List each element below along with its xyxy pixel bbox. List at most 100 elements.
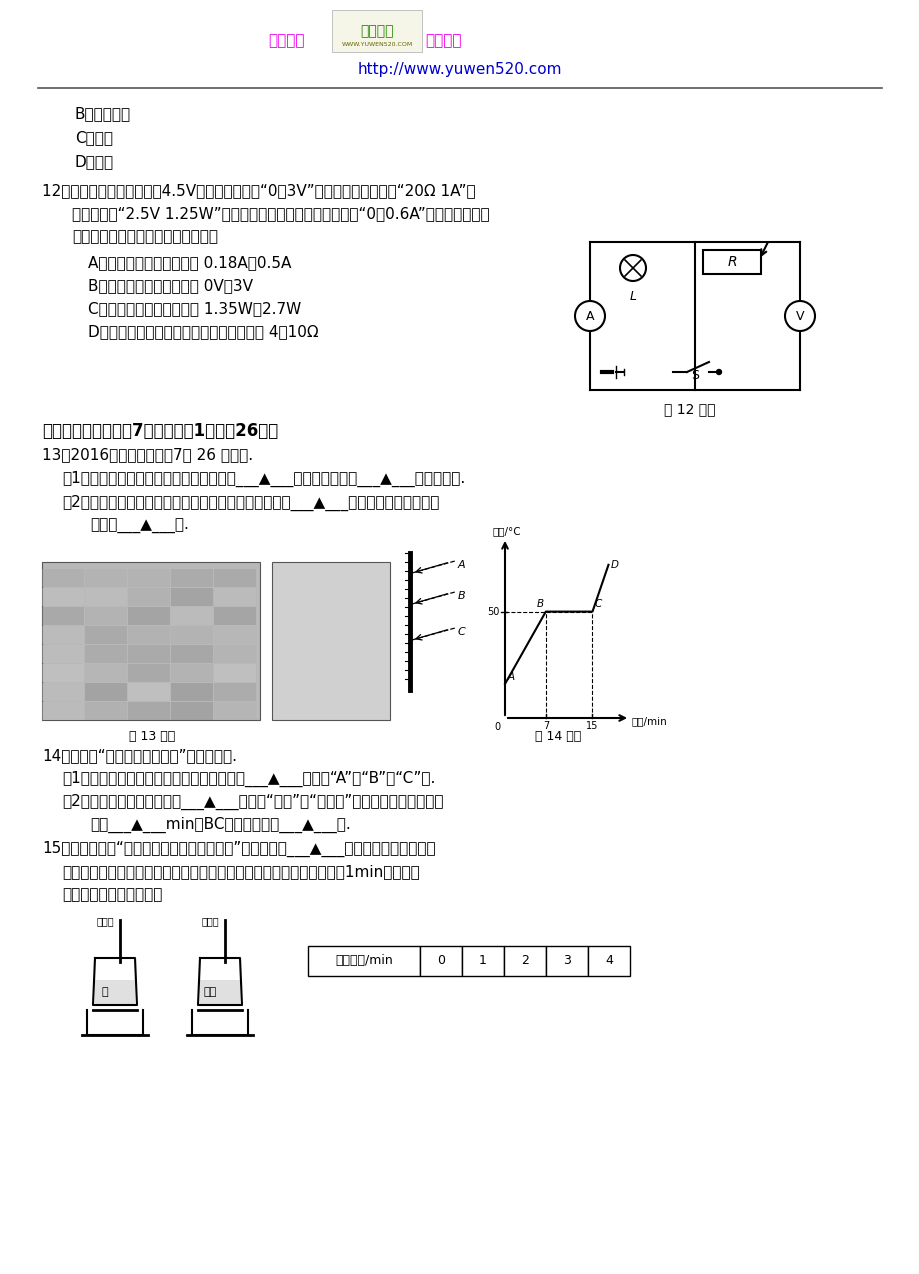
- Text: 菜花是___▲___的.: 菜花是___▲___的.: [90, 519, 188, 534]
- Text: D．电灯: D．电灯: [75, 154, 114, 169]
- Text: V: V: [795, 310, 803, 322]
- Text: WWW.YUWEN520.COM: WWW.YUWEN520.COM: [341, 42, 413, 46]
- Bar: [42, 702, 84, 720]
- Circle shape: [574, 301, 605, 331]
- Bar: [85, 589, 127, 606]
- Text: C．开关: C．开关: [75, 130, 113, 145]
- Bar: [42, 645, 84, 662]
- Text: 小灯泡标有“2.5V 1.25W”（灯丝电阻不变）．电流表量程为“0～0.6A”，在保证电路元: 小灯泡标有“2.5V 1.25W”（灯丝电阻不变）．电流表量程为“0～0.6A”…: [72, 206, 489, 220]
- Bar: [504, 947, 545, 976]
- Bar: [308, 947, 420, 976]
- Text: 第 13 题图: 第 13 题图: [129, 730, 175, 743]
- Bar: [128, 664, 170, 682]
- Text: 13．2016高淣慢城金花节7月 26 日开幕.: 13．2016高淣慢城金花节7月 26 日开幕.: [42, 447, 253, 462]
- Text: （2）分析图像可知该物质是___▲___（选填“晶体”或“非晶体”）．该物质的燕化过程: （2）分析图像可知该物质是___▲___（选填“晶体”或“非晶体”）．该物质的燕…: [62, 794, 443, 810]
- Text: 4: 4: [605, 954, 612, 967]
- Bar: [42, 683, 84, 701]
- Bar: [171, 569, 213, 587]
- Circle shape: [716, 369, 720, 375]
- Bar: [85, 645, 127, 662]
- Bar: [42, 606, 84, 626]
- Bar: [214, 589, 255, 606]
- Bar: [128, 645, 170, 662]
- Bar: [128, 683, 170, 701]
- Circle shape: [784, 301, 814, 331]
- Text: 玻璃棒: 玻璃棒: [201, 916, 219, 926]
- Bar: [128, 589, 170, 606]
- Bar: [128, 702, 170, 720]
- Text: R: R: [726, 255, 736, 269]
- Text: （2）小明骑车在田间小路上，阵阵花香扑鼻，这是由于___▲___．以小明为参照物，油: （2）小明骑车在田间小路上，阵阵花香扑鼻，这是由于___▲___．以小明为参照物…: [62, 496, 439, 511]
- Bar: [214, 569, 255, 587]
- Text: C．该电路功率变化范围是 1.35W～2.7W: C．该电路功率变化范围是 1.35W～2.7W: [88, 301, 301, 316]
- Bar: [85, 569, 127, 587]
- Text: A．电流表示数变化范围是 0.18A～0.5A: A．电流表示数变化范围是 0.18A～0.5A: [88, 255, 291, 270]
- Text: http://www.yuwen520.com: http://www.yuwen520.com: [357, 62, 562, 76]
- Text: 时间/min: 时间/min: [631, 716, 667, 726]
- Text: 用了___▲___min，BC段该物质处于___▲___态.: 用了___▲___min，BC段该物质处于___▲___态.: [90, 817, 350, 833]
- Bar: [214, 606, 255, 626]
- Bar: [42, 562, 260, 720]
- Text: 玻璃棒: 玻璃棒: [96, 916, 114, 926]
- Bar: [461, 947, 504, 976]
- Text: 件安全的情况下，下列说法正确的是: 件安全的情况下，下列说法正确的是: [72, 229, 218, 245]
- Text: D: D: [610, 559, 618, 569]
- Text: A: A: [585, 310, 594, 322]
- Text: 0: 0: [494, 722, 501, 733]
- Text: S: S: [690, 369, 698, 382]
- Text: B: B: [536, 599, 543, 609]
- Bar: [42, 664, 84, 682]
- Text: 在两个相同的烧杯中，然后用两个相同的酒精灯加热并不断搞拌，每隔1min记录一次: 在两个相同的烧杯中，然后用两个相同的酒精灯加热并不断搞拌，每隔1min记录一次: [62, 864, 419, 879]
- Text: 温度/°C: 温度/°C: [493, 526, 521, 536]
- Bar: [214, 626, 255, 643]
- Bar: [85, 606, 127, 626]
- Text: 7: 7: [542, 721, 549, 731]
- Bar: [171, 606, 213, 626]
- Circle shape: [619, 255, 645, 282]
- Text: A: A: [507, 671, 515, 682]
- Text: 50: 50: [487, 606, 499, 617]
- Text: B: B: [458, 591, 465, 601]
- Text: 3: 3: [562, 954, 571, 967]
- Bar: [171, 664, 213, 682]
- Text: D．滑动变阻器连入电路的阻值变化范围是 4～10Ω: D．滑动变阻器连入电路的阻值变化范围是 4～10Ω: [88, 324, 318, 339]
- Text: 第 12 题图: 第 12 题图: [664, 403, 715, 417]
- Bar: [85, 702, 127, 720]
- Text: C: C: [594, 599, 601, 609]
- Text: 二、填空题（本题共7小题，每空1分，全26分）: 二、填空题（本题共7小题，每空1分，全26分）: [42, 422, 278, 440]
- Bar: [545, 947, 587, 976]
- Bar: [171, 683, 213, 701]
- Bar: [85, 626, 127, 643]
- Text: C: C: [458, 627, 465, 637]
- Bar: [272, 562, 390, 720]
- Bar: [128, 606, 170, 626]
- Bar: [214, 702, 255, 720]
- Text: 水: 水: [102, 987, 108, 998]
- Text: 1: 1: [479, 954, 486, 967]
- Text: 0: 0: [437, 954, 445, 967]
- Text: 2: 2: [520, 954, 528, 967]
- Text: 该资料由: 该资料由: [267, 33, 304, 48]
- Text: 友情提供: 友情提供: [425, 33, 461, 48]
- Bar: [171, 702, 213, 720]
- Bar: [214, 645, 255, 662]
- Bar: [128, 626, 170, 643]
- Text: 第 14 题图: 第 14 题图: [534, 730, 581, 743]
- Bar: [42, 626, 84, 643]
- Bar: [128, 569, 170, 587]
- Bar: [420, 947, 461, 976]
- Bar: [587, 947, 630, 976]
- Text: （1）图中读取温度计示数的方法，正确的是___▲___（选填“A”、“B”或“C”）.: （1）图中读取温度计示数的方法，正确的是___▲___（选填“A”、“B”或“C…: [62, 771, 435, 787]
- Text: 煎油: 煎油: [203, 987, 216, 998]
- Text: 14．如图是“探究物质燕化规律”的实验装置.: 14．如图是“探究物质燕化规律”的实验装置.: [42, 748, 237, 763]
- Bar: [171, 589, 213, 606]
- Text: L: L: [629, 290, 636, 303]
- Text: 15．如图所示是“探究不同物质吸热升温现象”的实验．将___▲___相等的水和煎油分别装: 15．如图所示是“探究不同物质吸热升温现象”的实验．将___▲___相等的水和煎…: [42, 841, 436, 857]
- Text: B．电压表示数变化范围是 0V～3V: B．电压表示数变化范围是 0V～3V: [88, 278, 253, 293]
- Text: 温度．实验记录如下表：: 温度．实验记录如下表：: [62, 887, 162, 902]
- Bar: [42, 569, 84, 587]
- Bar: [171, 645, 213, 662]
- Bar: [702, 250, 760, 274]
- Text: A: A: [458, 561, 465, 569]
- Text: 加热时间/min: 加热时间/min: [335, 954, 392, 967]
